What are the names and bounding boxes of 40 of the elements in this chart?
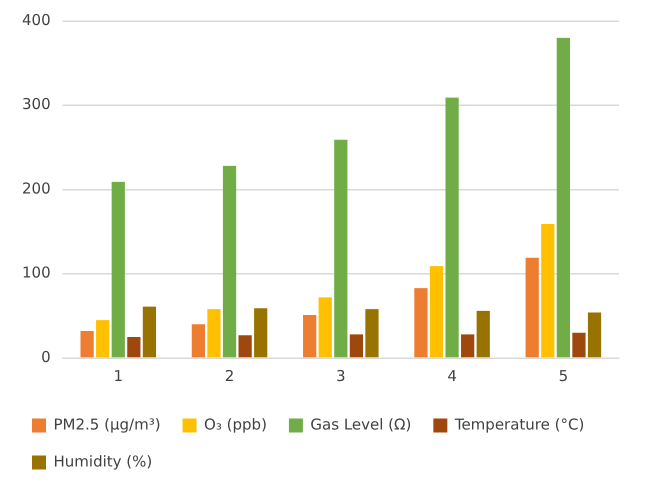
bar — [127, 336, 140, 358]
bar — [588, 312, 602, 358]
bar — [238, 335, 252, 358]
y-tick-label: 400 — [22, 10, 51, 29]
y-tick-label: 100 — [22, 264, 51, 282]
bar — [254, 308, 268, 358]
bar — [476, 310, 490, 358]
legend-label: Temperature (°C) — [454, 415, 584, 434]
bar — [334, 140, 348, 358]
bar — [80, 331, 94, 358]
x-tick-label: 1 — [113, 366, 124, 385]
x-tick-label: 5 — [558, 366, 568, 385]
legend-label: Humidity (%) — [54, 452, 152, 470]
bar — [112, 182, 125, 358]
bar — [303, 315, 316, 358]
bar — [207, 309, 221, 358]
legend-label: O₃ (ppb) — [204, 415, 267, 434]
bar — [350, 334, 364, 358]
bar — [365, 309, 379, 358]
bar — [556, 38, 570, 358]
bar — [192, 324, 206, 358]
legend-label: PM2.5 (µg/m³) — [54, 415, 161, 434]
bar — [142, 306, 156, 358]
legend-label: Gas Level (Ω) — [310, 415, 412, 434]
y-tick-label: 200 — [22, 179, 51, 198]
bar — [541, 224, 554, 358]
x-tick-label: 2 — [224, 366, 234, 385]
bar — [572, 332, 586, 358]
x-tick-label: 3 — [336, 366, 346, 385]
bar — [222, 166, 236, 358]
y-tick-label: 300 — [22, 95, 51, 114]
bar — [96, 320, 110, 358]
bar — [318, 297, 332, 358]
bar — [414, 288, 428, 358]
bar — [445, 98, 459, 358]
x-tick-label: 4 — [447, 366, 457, 385]
y-tick-label: 0 — [41, 348, 51, 366]
bar — [430, 266, 444, 358]
bar — [461, 334, 474, 358]
bar — [526, 258, 539, 358]
